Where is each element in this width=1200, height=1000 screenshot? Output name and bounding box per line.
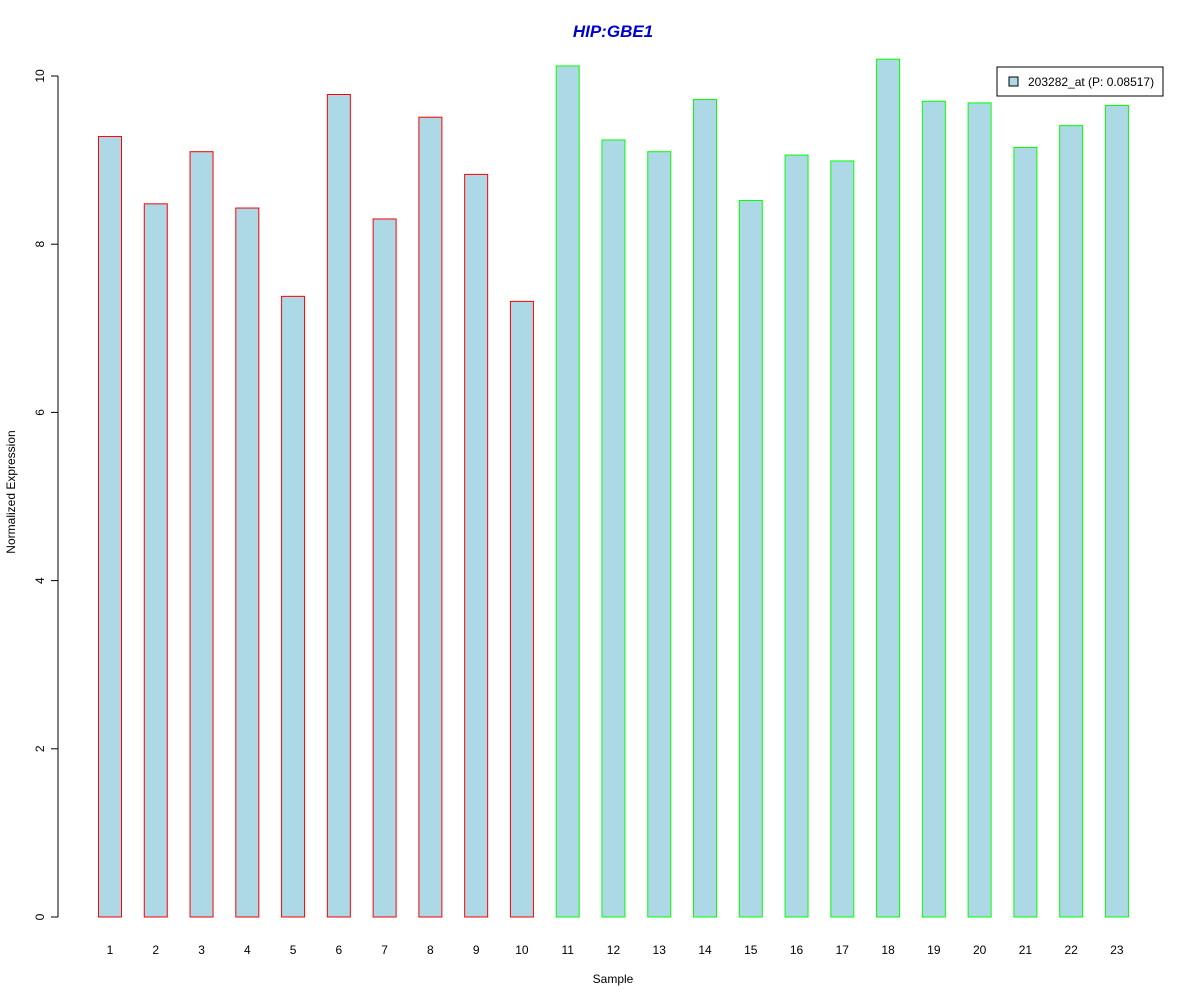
legend-label: 203282_at (P: 0.08517) — [1028, 75, 1154, 89]
bar-sample-10 — [509, 300, 534, 918]
x-tick-label: 7 — [381, 943, 388, 957]
x-tick-label: 5 — [290, 943, 297, 957]
x-tick-label: 2 — [152, 943, 159, 957]
bar-sample-12 — [601, 139, 626, 918]
y-tick-label: 8 — [33, 241, 47, 248]
bar-sample-13 — [647, 151, 672, 918]
legend: 203282_at (P: 0.08517) — [996, 66, 1164, 97]
y-tick-label: 4 — [33, 577, 47, 584]
bar-sample-20 — [967, 102, 992, 918]
x-tick-label: 13 — [653, 943, 667, 957]
bar-sample-22 — [1059, 125, 1084, 918]
x-tick-label: 11 — [561, 943, 574, 957]
bar-sample-11 — [555, 65, 580, 918]
legend-box — [996, 66, 1164, 97]
x-tick-label: 22 — [1064, 943, 1078, 957]
y-tick-label: 6 — [33, 409, 47, 416]
bar-sample-4 — [235, 207, 260, 918]
x-tick-label: 20 — [973, 943, 987, 957]
legend-swatch — [1008, 76, 1019, 87]
x-tick-label: 16 — [790, 943, 804, 957]
bar-sample-16 — [784, 154, 809, 918]
x-tick-label: 15 — [744, 943, 758, 957]
x-tick-label: 8 — [427, 943, 434, 957]
bar-sample-2 — [143, 203, 168, 918]
y-tick-label: 0 — [33, 913, 47, 920]
x-tick-label: 4 — [244, 943, 251, 957]
y-tick-label: 2 — [33, 745, 47, 752]
bar-sample-5 — [281, 295, 306, 918]
bar-sample-9 — [464, 173, 489, 918]
x-tick-label: 6 — [336, 943, 343, 957]
x-tick-label: 17 — [836, 943, 850, 957]
bar-sample-8 — [418, 116, 443, 918]
y-axis-label: Normalized Expression — [4, 430, 18, 553]
bar-sample-19 — [921, 100, 946, 918]
bar-sample-23 — [1104, 104, 1129, 918]
bar-sample-6 — [326, 94, 351, 918]
bar-sample-1 — [98, 136, 122, 918]
x-tick-label: 14 — [698, 943, 712, 957]
x-tick-label: 12 — [607, 943, 621, 957]
x-tick-labels: 1 2 3 4 5 6 7 8 9 10 11 12 13 14 15 16 17 18 19 20 21 22 23 — [107, 943, 1124, 957]
y-axis: 0 2 4 6 8 10 — [33, 69, 59, 920]
x-tick-label: 10 — [515, 943, 529, 957]
x-axis-label: Sample — [593, 972, 634, 986]
x-tick-label: 3 — [198, 943, 205, 957]
bar-sample-15 — [738, 199, 763, 918]
bar-sample-3 — [189, 151, 214, 918]
bar-sample-21 — [1013, 146, 1038, 918]
y-tick-label: 10 — [33, 69, 47, 83]
bar-sample-17 — [830, 160, 855, 918]
x-tick-label: 19 — [927, 943, 941, 957]
x-tick-label: 1 — [107, 943, 114, 957]
x-tick-label: 18 — [881, 943, 895, 957]
x-tick-label: 21 — [1019, 943, 1033, 957]
chart-title: HIP:GBE1 — [573, 22, 653, 41]
bar-sample-18 — [876, 58, 901, 918]
bar-sample-7 — [372, 218, 397, 918]
bars — [98, 58, 1129, 918]
x-tick-label: 23 — [1110, 943, 1124, 957]
bar-sample-14 — [693, 99, 718, 918]
x-tick-label: 9 — [473, 943, 480, 957]
